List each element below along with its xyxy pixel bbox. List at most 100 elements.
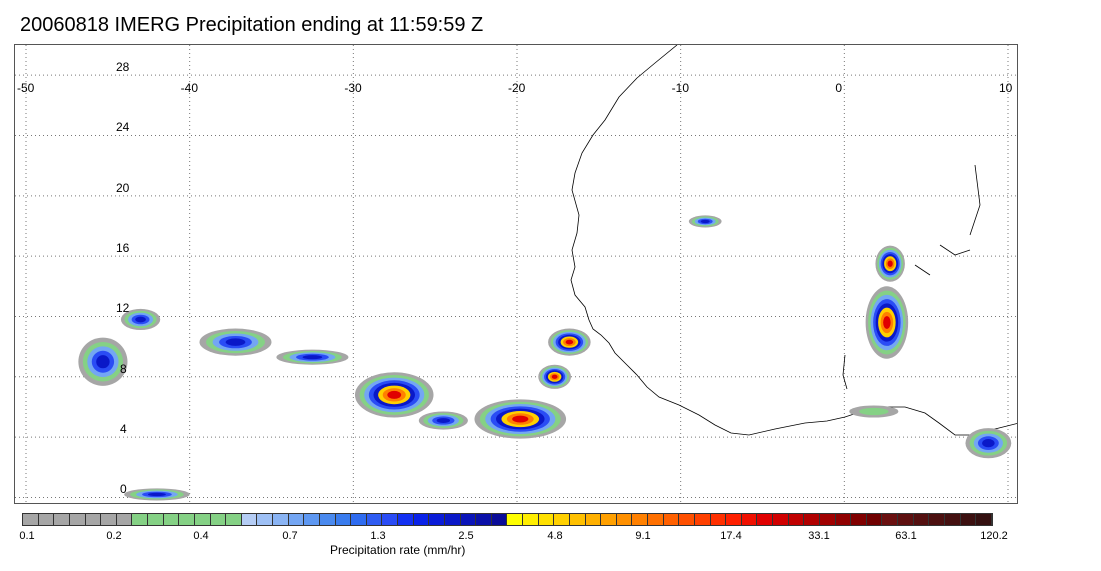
- colorbar-tick-label: 0.7: [282, 530, 298, 542]
- lon-tick-label: 0: [835, 81, 843, 95]
- lat-tick-label: 28: [116, 60, 130, 75]
- precip-cell: [688, 215, 722, 228]
- colorbar-tick-label: 63.1: [895, 530, 917, 542]
- colorbar-swatch: [54, 514, 70, 525]
- precip-contour: [551, 374, 558, 379]
- colorbar-swatch: [319, 514, 336, 525]
- colorbar-swatch: [648, 514, 664, 525]
- colorbar-swatch: [569, 514, 586, 525]
- precip-contour: [225, 338, 246, 346]
- colorbar-swatch: [694, 514, 711, 525]
- colorbar-swatch: [726, 514, 742, 525]
- lon-tick-label: -20: [508, 81, 526, 95]
- lat-tick-label: 20: [116, 180, 130, 195]
- colorbar-swatch: [398, 514, 414, 525]
- colorbar-swatch: [632, 514, 648, 525]
- precip-contour: [436, 418, 451, 424]
- lon-tick-label: -40: [180, 81, 198, 95]
- precip-contour: [135, 316, 146, 323]
- colorbar-tick-label: 0.4: [193, 530, 209, 542]
- colorbar: [22, 513, 993, 526]
- precip-cell: [538, 364, 572, 389]
- precip-cell: [875, 245, 905, 282]
- precip-cell: [78, 337, 128, 386]
- colorbar-swatch: [460, 514, 477, 525]
- colorbar-swatch: [288, 514, 305, 525]
- colorbar-swatch: [804, 514, 820, 525]
- lat-tick-label: 16: [116, 241, 130, 256]
- colorbar-swatch: [226, 514, 242, 525]
- colorbar-swatch: [179, 514, 195, 525]
- colorbar-tick-label: 33.1: [808, 530, 830, 542]
- lat-tick-label: 0: [120, 482, 127, 497]
- colorbar-tick-label: 120.2: [980, 530, 1008, 542]
- precip-contour: [859, 407, 889, 416]
- colorbar-swatch: [679, 514, 695, 525]
- colorbar-swatch: [788, 514, 805, 525]
- precip-contour: [982, 439, 995, 448]
- colorbar-swatch: [898, 514, 914, 525]
- colorbar-swatch: [866, 514, 883, 525]
- coastline: [570, 45, 1017, 436]
- colorbar-swatch: [210, 514, 227, 525]
- colorbar-swatch: [757, 514, 773, 525]
- colorbar-swatch: [601, 514, 617, 525]
- colorbar-swatch: [960, 514, 977, 525]
- lon-tick-label: -10: [671, 81, 689, 95]
- colorbar-tick-label: 1.3: [370, 530, 386, 542]
- colorbar-swatch: [366, 514, 383, 525]
- lat-tick-label: 8: [120, 361, 127, 376]
- colorbar-swatch: [382, 514, 398, 525]
- precip-contour: [883, 316, 891, 329]
- colorbar-swatch: [976, 514, 992, 525]
- colorbar-swatch: [616, 514, 633, 525]
- colorbar-swatch: [194, 514, 211, 525]
- precip-contour: [565, 339, 574, 345]
- colorbar-swatch: [773, 514, 789, 525]
- precip-cell: [124, 488, 190, 501]
- precip-contour: [700, 219, 710, 224]
- colorbar-swatch: [491, 514, 508, 525]
- precip-cell: [120, 308, 161, 331]
- lon-tick-label: 10: [999, 81, 1013, 95]
- precip-cell: [354, 372, 434, 418]
- colorbar-tick-label: 0.2: [106, 530, 122, 542]
- lon-tick-label: -50: [17, 81, 35, 95]
- colorbar-swatch: [148, 514, 164, 525]
- map-panel: [14, 44, 1018, 504]
- colorbar-tick-label: 17.4: [720, 530, 742, 542]
- colorbar-swatch: [38, 514, 55, 525]
- colorbar-swatch: [257, 514, 273, 525]
- precip-contour: [887, 260, 893, 267]
- precip-contour: [302, 355, 323, 360]
- colorbar-swatch: [101, 514, 117, 525]
- precip-contour: [512, 415, 529, 423]
- colorbar-swatch: [23, 514, 39, 525]
- map-title: 20060818 IMERG Precipitation ending at 1…: [20, 14, 484, 36]
- colorbar-tick-label: 2.5: [458, 530, 474, 542]
- colorbar-swatch: [413, 514, 430, 525]
- colorbar-swatch: [554, 514, 570, 525]
- colorbar-swatch: [585, 514, 602, 525]
- precip-contour: [387, 390, 402, 399]
- colorbar-swatch: [523, 514, 539, 525]
- lat-lon-gridlines: [15, 45, 1017, 503]
- colorbar-swatch: [929, 514, 945, 525]
- colorbar-swatch: [819, 514, 836, 525]
- colorbar-tick-label: 9.1: [635, 530, 651, 542]
- colorbar-tick-label: 0.1: [19, 530, 35, 542]
- precip-cell: [849, 405, 899, 418]
- colorbar-swatch: [132, 514, 148, 525]
- precip-contour: [148, 492, 166, 497]
- precip-contour: [96, 355, 110, 369]
- map-canvas: [15, 45, 1017, 503]
- colorbar-swatch: [663, 514, 680, 525]
- lon-tick-label: -30: [344, 81, 362, 95]
- colorbar-swatch: [882, 514, 898, 525]
- colorbar-swatch: [835, 514, 852, 525]
- colorbar-swatch: [335, 514, 352, 525]
- colorbar-swatch: [241, 514, 258, 525]
- colorbar-swatch: [444, 514, 461, 525]
- colorbar-swatch: [741, 514, 758, 525]
- precip-cell: [548, 328, 591, 356]
